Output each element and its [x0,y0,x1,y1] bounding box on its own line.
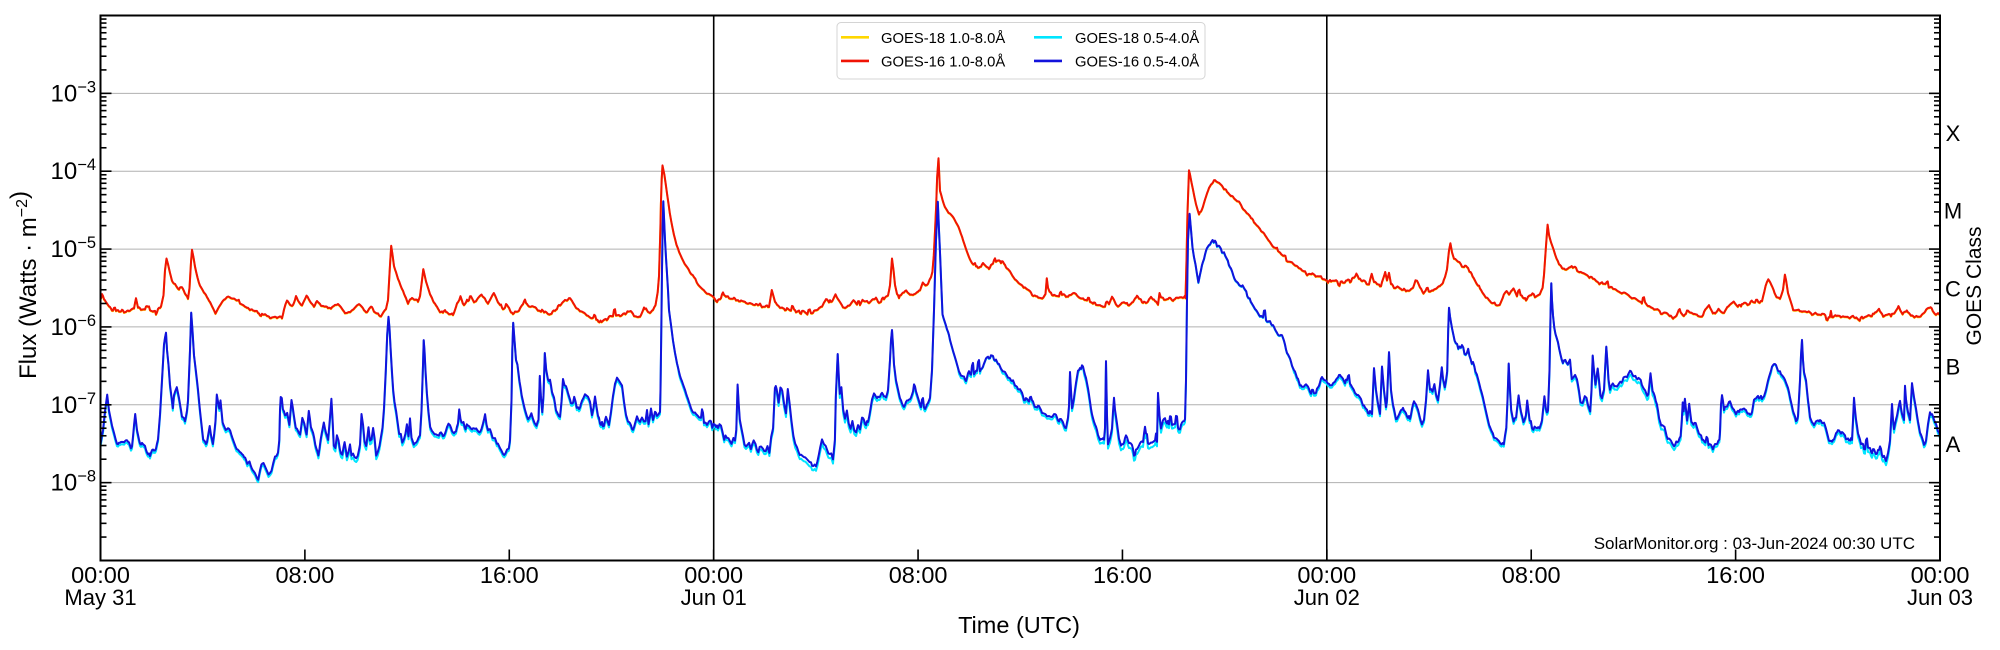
svg-text:00:00: 00:00 [684,562,743,588]
svg-text:Time (UTC): Time (UTC) [958,612,1080,638]
svg-text:May 31: May 31 [64,585,136,610]
svg-text:00:00: 00:00 [71,562,130,588]
svg-text:GOES-16 0.5-4.0Å: GOES-16 0.5-4.0Å [1075,53,1199,70]
svg-text:Jun 02: Jun 02 [1294,585,1360,610]
svg-text:GOES Class: GOES Class [1963,226,1986,345]
svg-text:08:00: 08:00 [275,562,334,588]
svg-text:GOES-16 1.0-8.0Å: GOES-16 1.0-8.0Å [881,53,1005,70]
svg-text:M: M [1944,199,1962,224]
svg-text:10−8: 10−8 [50,468,96,497]
svg-text:08:00: 08:00 [889,562,948,588]
svg-text:GOES-18 1.0-8.0Å: GOES-18 1.0-8.0Å [881,30,1005,47]
svg-text:10−3: 10−3 [50,78,96,107]
svg-text:X: X [1946,121,1961,146]
svg-text:GOES-18 0.5-4.0Å: GOES-18 0.5-4.0Å [1075,30,1199,47]
svg-text:16:00: 16:00 [1706,562,1765,588]
svg-text:08:00: 08:00 [1502,562,1561,588]
svg-text:C: C [1945,277,1961,302]
svg-text:16:00: 16:00 [1093,562,1152,588]
svg-text:A: A [1946,432,1961,457]
svg-text:16:00: 16:00 [480,562,539,588]
svg-text:Jun 03: Jun 03 [1907,585,1973,610]
svg-text:Jun 01: Jun 01 [681,585,747,610]
svg-text:B: B [1946,354,1961,379]
svg-text:00:00: 00:00 [1297,562,1356,588]
svg-text:00:00: 00:00 [1911,562,1970,588]
svg-text:SolarMonitor.org : 03-Jun-2024: SolarMonitor.org : 03-Jun-2024 00:30 UTC [1594,534,1915,553]
